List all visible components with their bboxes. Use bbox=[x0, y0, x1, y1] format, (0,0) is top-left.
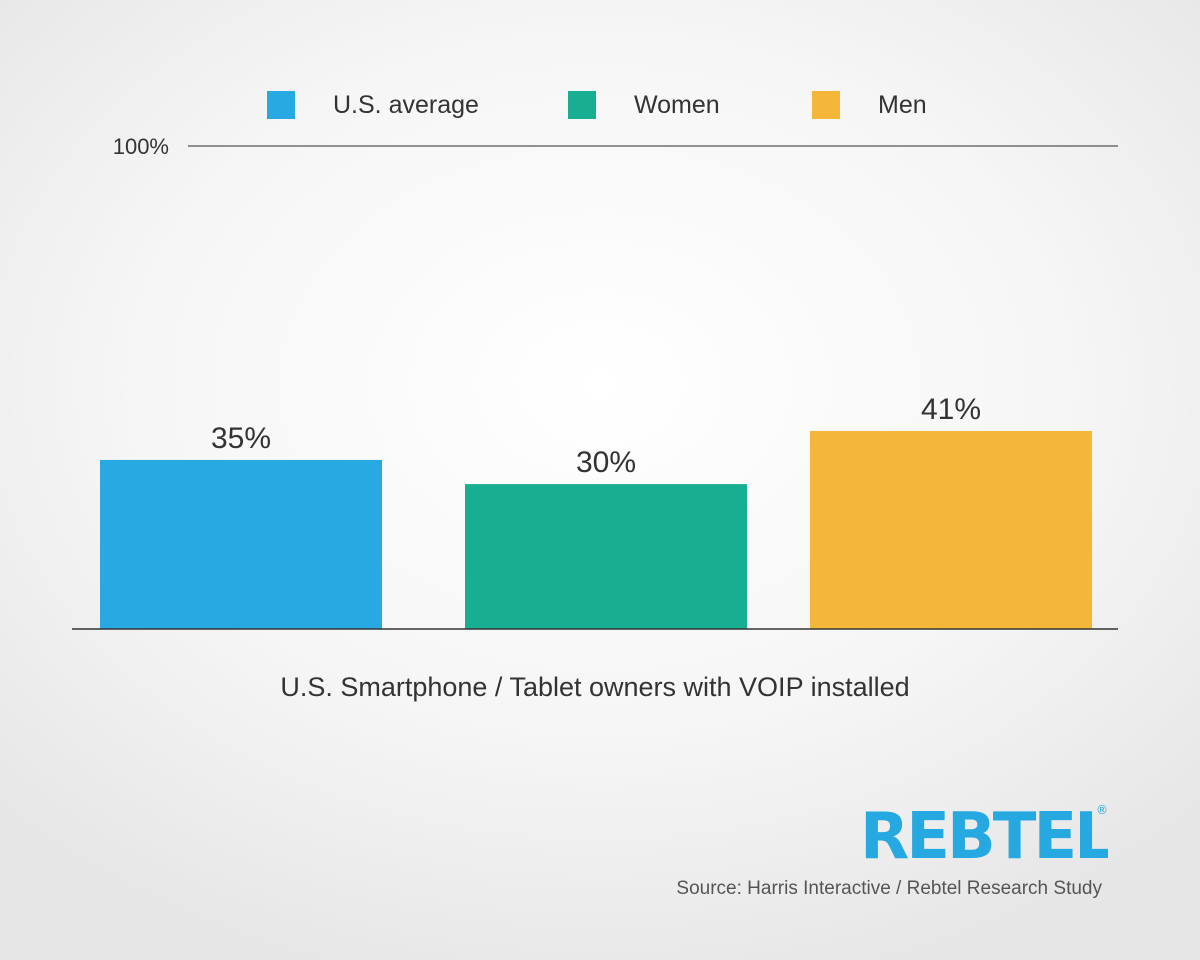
legend-item-us-average: U.S. average bbox=[267, 88, 479, 122]
registered-mark: ® bbox=[1096, 803, 1108, 817]
legend-swatch-men bbox=[812, 91, 840, 119]
x-axis-caption: U.S. Smartphone / Tablet owners with VOI… bbox=[280, 672, 910, 702]
legend-item-women: Women bbox=[568, 88, 720, 122]
value-label-women: 30% bbox=[576, 446, 636, 479]
y-axis-tick-label-100: 100% bbox=[113, 134, 169, 159]
bar-chart-plot: 100% 35% 30% 41% bbox=[72, 134, 1118, 630]
value-label-u-s-average: 35% bbox=[211, 422, 271, 455]
rebtel-logo-wordmark: REBTEL bbox=[860, 800, 1108, 862]
bar-men bbox=[810, 430, 1092, 629]
bars-group bbox=[100, 430, 1092, 629]
rebtel-logo: REBTEL ® bbox=[860, 800, 1108, 862]
legend-label-women: Women bbox=[634, 90, 720, 119]
bar-women bbox=[465, 484, 747, 629]
value-label-men: 41% bbox=[921, 393, 981, 426]
legend-label-men: Men bbox=[878, 90, 927, 119]
value-labels-group: 35% 30% 41% bbox=[211, 393, 981, 479]
source-note: Source: Harris Interactive / Rebtel Rese… bbox=[676, 878, 1102, 899]
legend-label-us-average: U.S. average bbox=[333, 90, 479, 119]
legend-swatch-us-average bbox=[267, 91, 295, 119]
legend-item-men: Men bbox=[812, 88, 927, 122]
legend-swatch-women bbox=[568, 91, 596, 119]
bar-u-s-average bbox=[100, 459, 382, 629]
